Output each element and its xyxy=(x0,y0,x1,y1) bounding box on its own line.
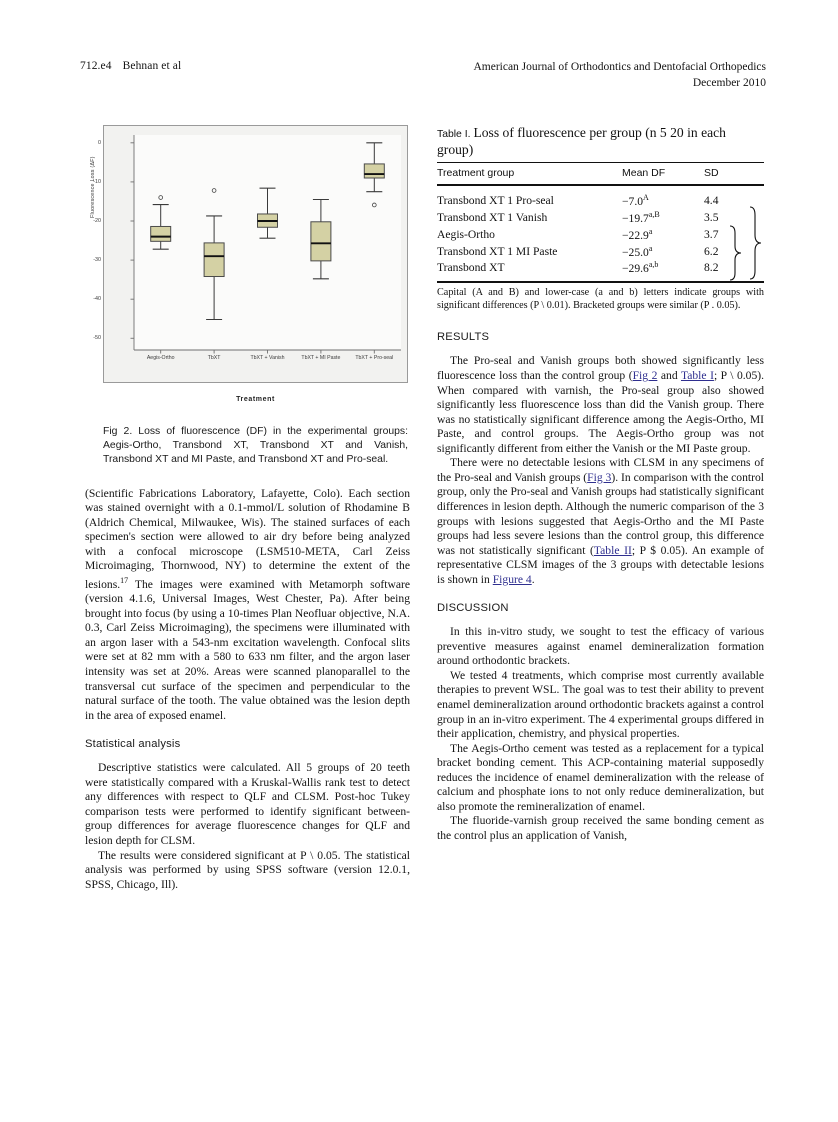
y-tick-label: -10 xyxy=(93,178,101,185)
y-tick-label: 0 xyxy=(98,139,101,146)
discussion-paragraph-1: In this in-vitro study, we sought to tes… xyxy=(437,625,764,668)
cell-sd: 3.7 xyxy=(704,227,719,241)
table-1-title-text: Loss of fluorescence per group (n 5 20 i… xyxy=(437,125,726,157)
link-table-1[interactable]: Table I xyxy=(680,369,714,383)
table-row: Transbond XT −29.6a,b 8.2 xyxy=(437,259,764,284)
methods-text-a: (Scientific Fabrications Laboratory, Laf… xyxy=(85,486,410,591)
cell-treatment-group: Transbond XT 1 MI Paste xyxy=(437,244,558,258)
x-axis-label: Treatment xyxy=(236,396,275,403)
figure-2-caption: Fig 2. Loss of fluorescence (DF) in the … xyxy=(103,426,408,466)
x-tick-label: TbXT + MI Paste xyxy=(301,355,341,361)
running-head-authors: Behnan et al xyxy=(122,60,182,72)
results-paragraph-1: The Pro-seal and Vanish groups both show… xyxy=(437,354,764,456)
table-row: Aegis-Ortho −22.9a 3.7 xyxy=(437,226,764,243)
y-tick-label: -40 xyxy=(93,296,101,303)
outlier-point xyxy=(371,202,377,208)
x-tick-label: TbXT + Vanish xyxy=(250,355,285,361)
y-tick-label: -20 xyxy=(93,218,101,224)
citation-17: 17 xyxy=(120,575,129,585)
running-head-right: American Journal of Orthodontics and Den… xyxy=(473,60,766,91)
discussion-paragraph-3: The Aegis-Ortho cement was tested as a r… xyxy=(437,741,764,813)
x-tick-label: TbXT + Pro-seal xyxy=(355,355,394,361)
outlier-point xyxy=(211,188,217,193)
discussion-paragraph-4: The fluoride-varnish group received the … xyxy=(437,814,764,842)
methods-paragraph-1: (Scientific Fabrications Laboratory, Laf… xyxy=(85,487,410,724)
table-1: Treatment group Mean DF SD Transbond XT … xyxy=(437,162,764,284)
table-row: Transbond XT 1 Vanish −19.7a,B 3.5 xyxy=(437,209,764,226)
results-paragraph-2: There were no detectable lesions with CL… xyxy=(437,456,764,587)
y-axis-label: Fluorescence Loss (ΔF) xyxy=(90,156,96,218)
results-p2-d: . xyxy=(531,572,535,586)
table-1-footnote: Capital (A and B) and lower-case (a and … xyxy=(437,287,764,311)
table-row: Transbond XT 1 MI Paste −25.0a 6.2 xyxy=(437,243,764,260)
results-p1-a: The Pro-seal and Vanish groups both show… xyxy=(437,354,764,383)
box-iqr xyxy=(363,163,385,179)
cell-mean: −19.7a,B xyxy=(622,209,660,225)
cell-mean: −7.0A xyxy=(622,193,649,208)
th-sd: SD xyxy=(704,162,764,186)
y-tick-label: -30 xyxy=(93,257,101,264)
boxplot-group xyxy=(310,198,332,280)
box-iqr xyxy=(150,225,172,242)
discussion-paragraph-2: We tested 4 treatments, which comprise m… xyxy=(437,668,765,741)
outlier-point xyxy=(158,195,163,200)
table-1-title: Table I. Loss of fluorescence per group … xyxy=(437,125,764,159)
left-column: Fluorescence Loss (ΔF) Treatment 0 -10 -20… xyxy=(85,125,410,892)
results-p1-c: ; P \ 0.05). When compared with varnish,… xyxy=(437,369,764,455)
x-tick-label: TbXT xyxy=(207,355,221,361)
results-p2-a: There were no detectable lesions with CL… xyxy=(437,456,764,484)
results-p2-b: ). In comparison with the control group,… xyxy=(437,470,764,557)
cell-treatment-group: Aegis-Ortho xyxy=(437,227,495,241)
boxplot-group xyxy=(150,195,172,250)
cell-sd: 3.5 xyxy=(704,210,719,224)
statistics-paragraph-2: The results were considered significant … xyxy=(85,848,410,891)
link-fig-2[interactable]: Fig 2 xyxy=(632,369,658,383)
heading-results: RESULTS xyxy=(437,331,490,344)
x-tick-label: Aegis-Ortho xyxy=(146,355,175,361)
box-iqr xyxy=(203,242,225,278)
plot-area-background xyxy=(134,135,401,350)
journal-name: American Journal of Orthodontics and Den… xyxy=(473,61,766,73)
issue-date: December 2010 xyxy=(692,76,766,89)
table-row: Transbond XT 1 Pro-seal −7.0A 4.4 xyxy=(437,185,764,209)
th-mean-df: Mean DF xyxy=(622,162,704,186)
cell-treatment-group: Transbond XT xyxy=(437,259,622,284)
boxplot-group xyxy=(257,187,278,239)
boxplot-group xyxy=(203,188,225,321)
cell-mean: −25.0a xyxy=(622,243,653,259)
y-tick-label: -50 xyxy=(93,335,101,342)
cell-treatment-group: Transbond XT 1 Pro-seal xyxy=(437,193,554,207)
boxplot-group xyxy=(363,142,385,208)
figure-2-boxplot: Fluorescence Loss (ΔF) Treatment 0 -10 -20… xyxy=(90,125,408,403)
heading-discussion: DISCUSSION xyxy=(437,602,509,615)
results-p2-c: ; P $ 0.05). An example of representativ… xyxy=(437,543,765,586)
results-p1-b: and xyxy=(657,369,681,383)
running-head: 712.e4 Behnan et al American Journal of O… xyxy=(0,60,838,100)
link-fig-3[interactable]: Fig 3 xyxy=(587,470,612,484)
page-folio: 712.e4 xyxy=(80,60,112,72)
table-1-label: Table I. xyxy=(437,129,471,140)
cell-sd: 4.4 xyxy=(704,193,719,207)
cell-mean: −22.9a xyxy=(622,226,653,242)
link-table-2[interactable]: Table II xyxy=(593,543,632,557)
table-body: Transbond XT 1 Pro-seal −7.0A 4.4 Transbond… xyxy=(437,185,764,284)
cell-treatment-group: Transbond XT 1 Vanish xyxy=(437,210,548,224)
cell-sd: 8.2 xyxy=(704,259,764,284)
running-head-left: 712.e4 Behnan et al xyxy=(80,60,181,72)
table-header-row: Treatment group Mean DF SD xyxy=(437,162,764,186)
box-iqr xyxy=(310,221,332,262)
right-column: Table I. Loss of fluorescence per group … xyxy=(437,125,764,843)
statistics-paragraph-1: Descriptive statistics were calculated. … xyxy=(85,761,410,847)
cell-sd: 6.2 xyxy=(704,244,719,258)
methods-text-b: The images were examined with Metamorph … xyxy=(85,577,410,722)
boxplot-svg xyxy=(130,135,401,354)
cell-mean: −29.6a,b xyxy=(622,259,704,284)
boxplot-canvas xyxy=(104,126,407,382)
link-figure-4[interactable]: Figure 4 xyxy=(492,572,532,586)
heading-statistical-analysis: Statistical analysis xyxy=(85,738,181,751)
th-treatment-group: Treatment group xyxy=(437,162,622,186)
